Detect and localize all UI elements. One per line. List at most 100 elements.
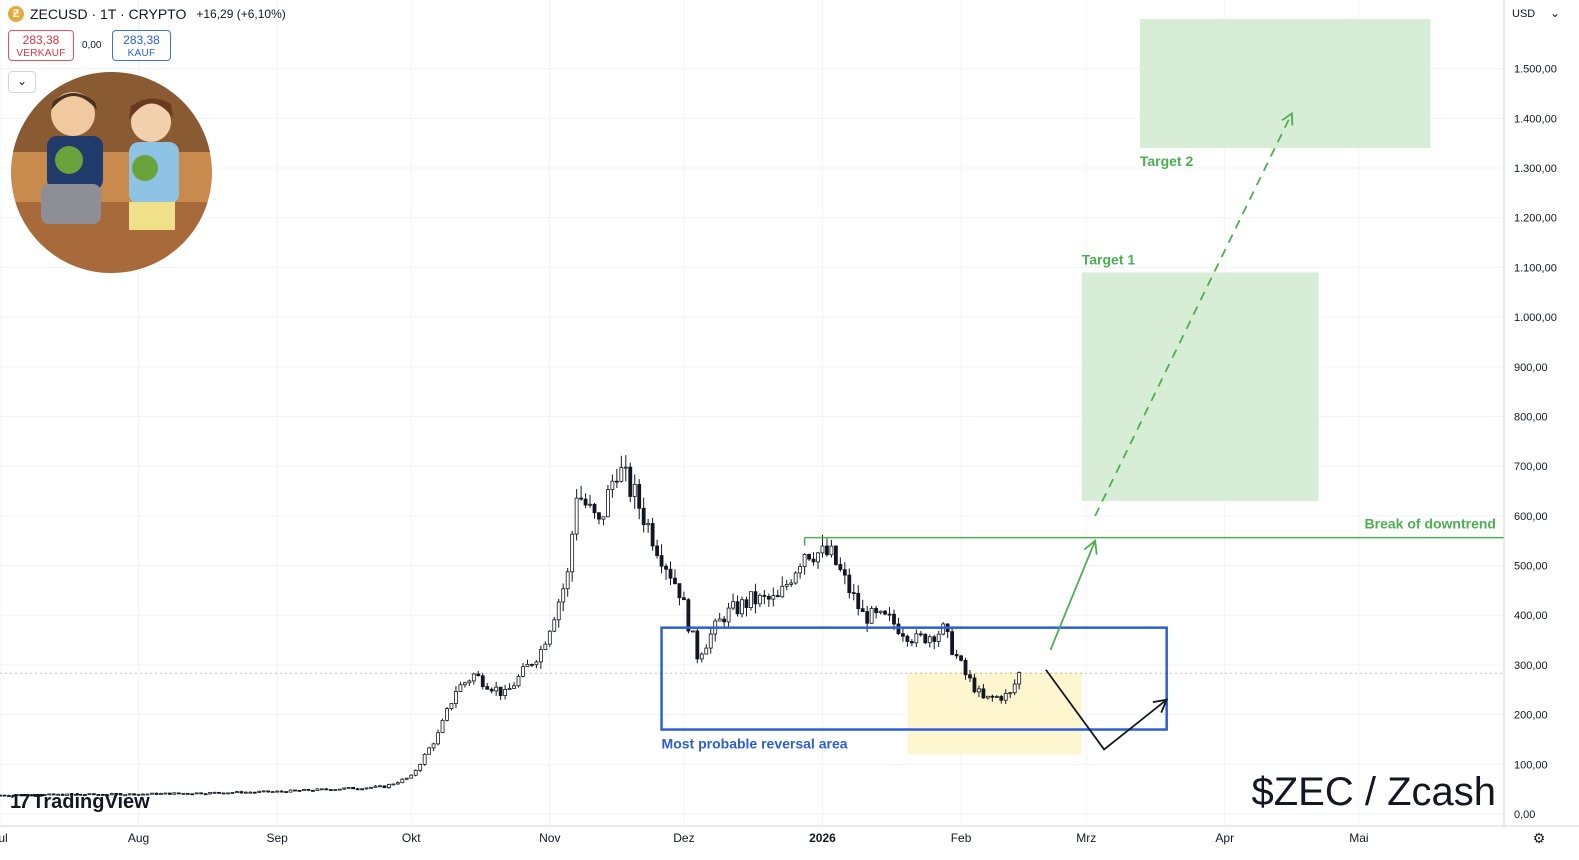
candle-body — [552, 619, 557, 632]
candle-body — [780, 585, 785, 598]
candle-body — [333, 789, 338, 791]
candle-body — [136, 793, 141, 796]
candle-body — [798, 566, 803, 574]
candle-body — [923, 633, 928, 644]
candle-body — [784, 584, 789, 587]
candle-body — [601, 516, 606, 520]
candle-body — [968, 674, 972, 679]
reversal-area-box — [660, 626, 1168, 731]
candle-body — [538, 649, 543, 663]
candle-body — [802, 554, 807, 567]
candle-body — [293, 789, 297, 792]
candle-body — [1003, 692, 1008, 701]
candle-body — [226, 792, 230, 795]
candle-body — [847, 574, 852, 594]
price-tick-label: 1.200,00 — [1514, 213, 1557, 225]
candle-body — [458, 684, 463, 692]
buy-button[interactable]: 283,38 KAUF — [112, 30, 171, 61]
candle-body — [56, 793, 61, 796]
candle-body — [574, 497, 579, 535]
breakout-arrowhead — [1083, 538, 1098, 555]
candle-body — [105, 794, 110, 797]
candle-body — [33, 795, 38, 797]
candle-body — [145, 793, 150, 796]
candle-body — [963, 659, 968, 676]
candle-body — [547, 630, 552, 645]
candle-body — [521, 666, 525, 677]
candle-body — [440, 719, 445, 734]
candle-body — [172, 792, 177, 795]
candle-body — [851, 592, 856, 595]
candle-body — [731, 601, 735, 609]
candle-body — [212, 791, 217, 794]
candle-body — [507, 687, 512, 690]
candle-body — [512, 685, 516, 689]
candle-body — [816, 552, 820, 563]
candle-body — [342, 787, 347, 790]
candle-body — [0, 794, 2, 797]
candle-body — [771, 595, 776, 600]
candle-body — [454, 691, 458, 704]
candle-body — [637, 483, 642, 509]
candle-body — [592, 503, 597, 514]
price-tick-label: 800,00 — [1514, 411, 1548, 423]
candle-body — [704, 647, 709, 655]
candle-body — [632, 483, 637, 497]
candle-body — [159, 793, 163, 795]
symbol-header[interactable]: Ƶ ZECUSD · 1T · CRYPTO +16,29 (+6,10%) — [8, 6, 286, 22]
spread-value: 0,00 — [82, 40, 102, 51]
candle-body — [762, 594, 767, 597]
chevron-down-icon[interactable]: ⌄ — [1550, 6, 1561, 20]
chevron-down-icon: ⌄ — [16, 74, 28, 88]
candle-body — [436, 732, 440, 745]
price-tick-label: 1.000,00 — [1514, 312, 1557, 324]
candle-body — [109, 793, 114, 796]
candle-body — [132, 793, 137, 796]
candle-body — [883, 610, 887, 615]
candle-body — [641, 507, 646, 526]
candle-body — [409, 774, 414, 779]
sell-button[interactable]: 283,38 VERKAUF — [8, 30, 74, 61]
candle-body — [1012, 683, 1017, 694]
candle-body — [386, 784, 391, 789]
target-dashed-arrow — [1094, 112, 1293, 517]
candle-body — [766, 596, 771, 600]
candle-body — [977, 688, 981, 693]
candle-body — [516, 675, 521, 687]
candle-body — [270, 791, 275, 794]
tradingview-logo[interactable]: 17 TradingView — [10, 791, 150, 814]
candle-body — [583, 498, 588, 506]
target-label-2: Target 2 — [1140, 153, 1194, 169]
candle-body — [266, 790, 271, 793]
collapse-toggle[interactable]: ⌄ — [8, 71, 36, 93]
price-tick-label: 200,00 — [1514, 710, 1548, 722]
candle-body — [655, 545, 659, 556]
candle-body — [382, 785, 387, 789]
candle-body — [914, 633, 919, 644]
candle-body — [825, 545, 829, 556]
price-axis: 1.500,00 1.400,00 1.300,00 1.200,00 1.100,00… — [1503, 0, 1579, 860]
candle-body — [252, 791, 257, 794]
candle-body — [462, 682, 467, 686]
time-tick-label: Mai — [1349, 831, 1368, 845]
target-label-1: Target 1 — [1082, 251, 1136, 267]
candle-body — [431, 743, 436, 749]
candle-body — [489, 688, 494, 692]
candle-body — [391, 783, 396, 786]
candle-body — [498, 686, 503, 696]
price-tick-label: 1.100,00 — [1514, 262, 1557, 274]
candle-body — [588, 503, 592, 506]
candle-body — [503, 689, 508, 696]
candle-body — [123, 794, 128, 797]
time-tick-label: Feb — [951, 831, 972, 845]
candle-body — [74, 793, 78, 796]
currency-selector[interactable]: USD — [1512, 8, 1536, 20]
gear-icon[interactable]: ⚙ — [1532, 830, 1546, 846]
candle-body — [87, 793, 92, 796]
tradingview-mark-icon: 17 — [10, 791, 30, 813]
symbol-title[interactable]: ZECUSD · 1T · CRYPTO — [30, 6, 187, 22]
avatar-illustration — [11, 72, 212, 273]
candle-body — [190, 793, 195, 796]
candle-body — [167, 792, 172, 795]
